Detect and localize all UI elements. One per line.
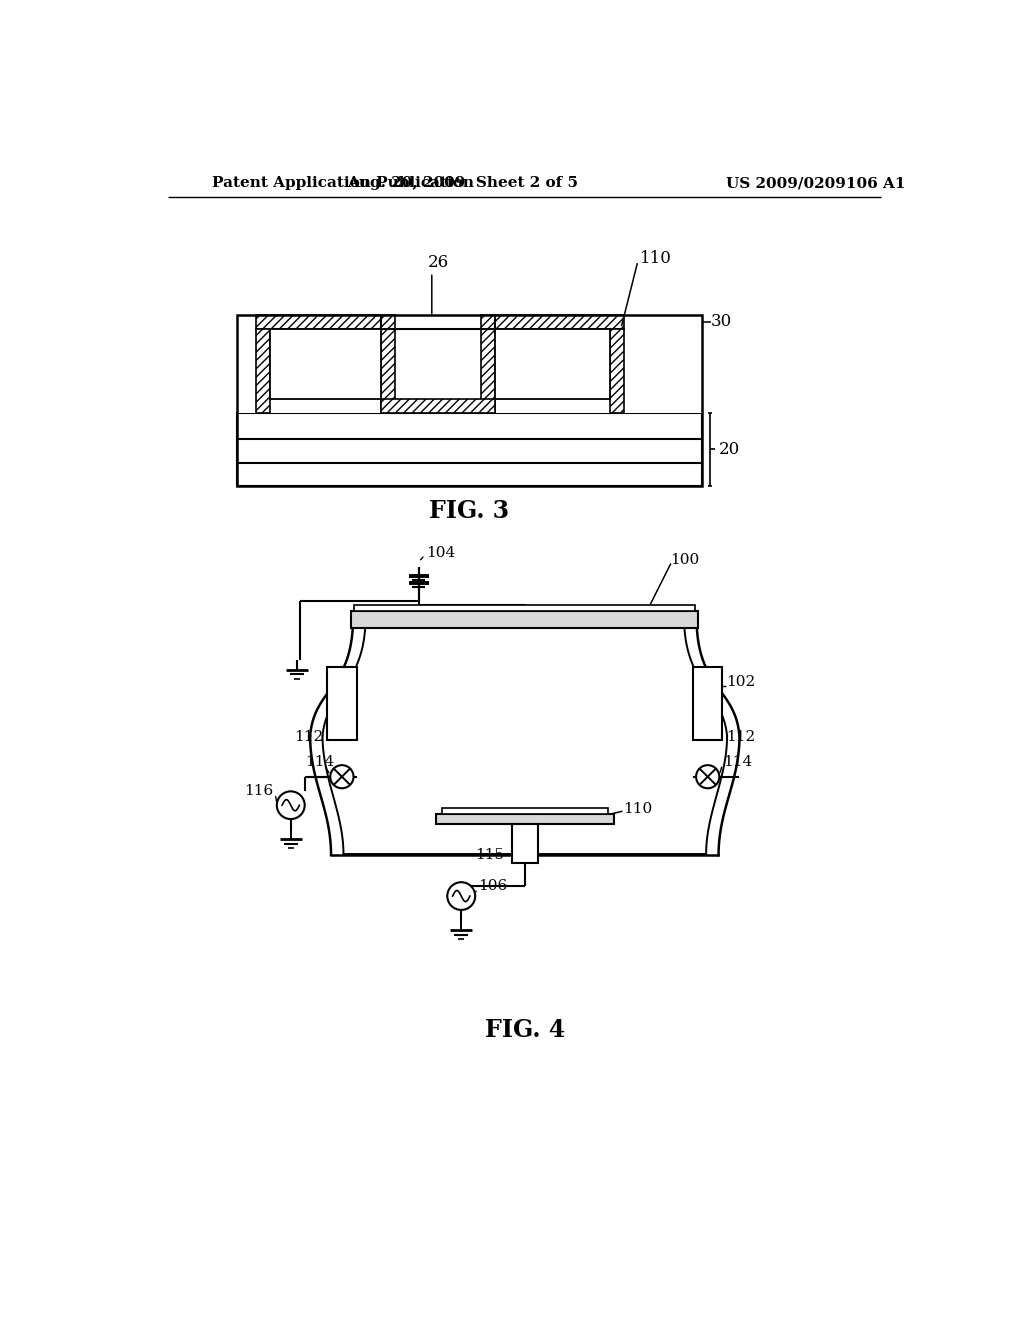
Text: 116: 116 [245,784,273,799]
Bar [237,330,701,412]
Circle shape [276,792,305,818]
Circle shape [331,766,353,788]
Bar [610,330,624,412]
Text: 22: 22 [539,359,562,376]
Text: 114: 114 [723,755,753,770]
Bar [256,330,270,412]
Text: 102: 102 [726,675,756,689]
Text: 26: 26 [427,253,449,271]
Text: 104: 104 [426,545,456,560]
Bar [354,605,695,611]
Text: 100: 100 [671,553,699,568]
Text: US 2009/0209106 A1: US 2009/0209106 A1 [726,176,906,190]
Circle shape [447,882,475,909]
Text: 115: 115 [475,849,504,862]
Bar [435,813,614,825]
Bar [693,667,722,739]
Text: 112: 112 [726,730,756,744]
Text: 110: 110 [624,803,652,816]
Bar [495,330,610,399]
Bar [328,667,356,739]
Text: 106: 106 [478,879,508,894]
Bar [442,808,607,813]
Text: 110: 110 [640,249,672,267]
Bar [270,330,381,399]
Text: Aug. 20, 2009  Sheet 2 of 5: Aug. 20, 2009 Sheet 2 of 5 [347,176,579,190]
Text: 22: 22 [310,359,333,376]
Text: FIG. 3: FIG. 3 [429,499,509,523]
Bar [237,413,701,486]
Bar [480,330,495,412]
Text: 112: 112 [294,730,324,744]
Bar [480,315,624,330]
Text: FIG. 4: FIG. 4 [484,1018,565,1041]
Text: Patent Application Publication: Patent Application Publication [212,176,474,190]
Text: 20: 20 [719,441,739,458]
Bar [237,315,701,486]
Bar [512,825,538,863]
Circle shape [696,766,719,788]
Bar [256,315,395,330]
Text: 30: 30 [711,313,732,330]
Bar [381,330,395,412]
Bar [381,399,495,412]
Bar [351,611,698,628]
Text: 114: 114 [305,755,335,770]
